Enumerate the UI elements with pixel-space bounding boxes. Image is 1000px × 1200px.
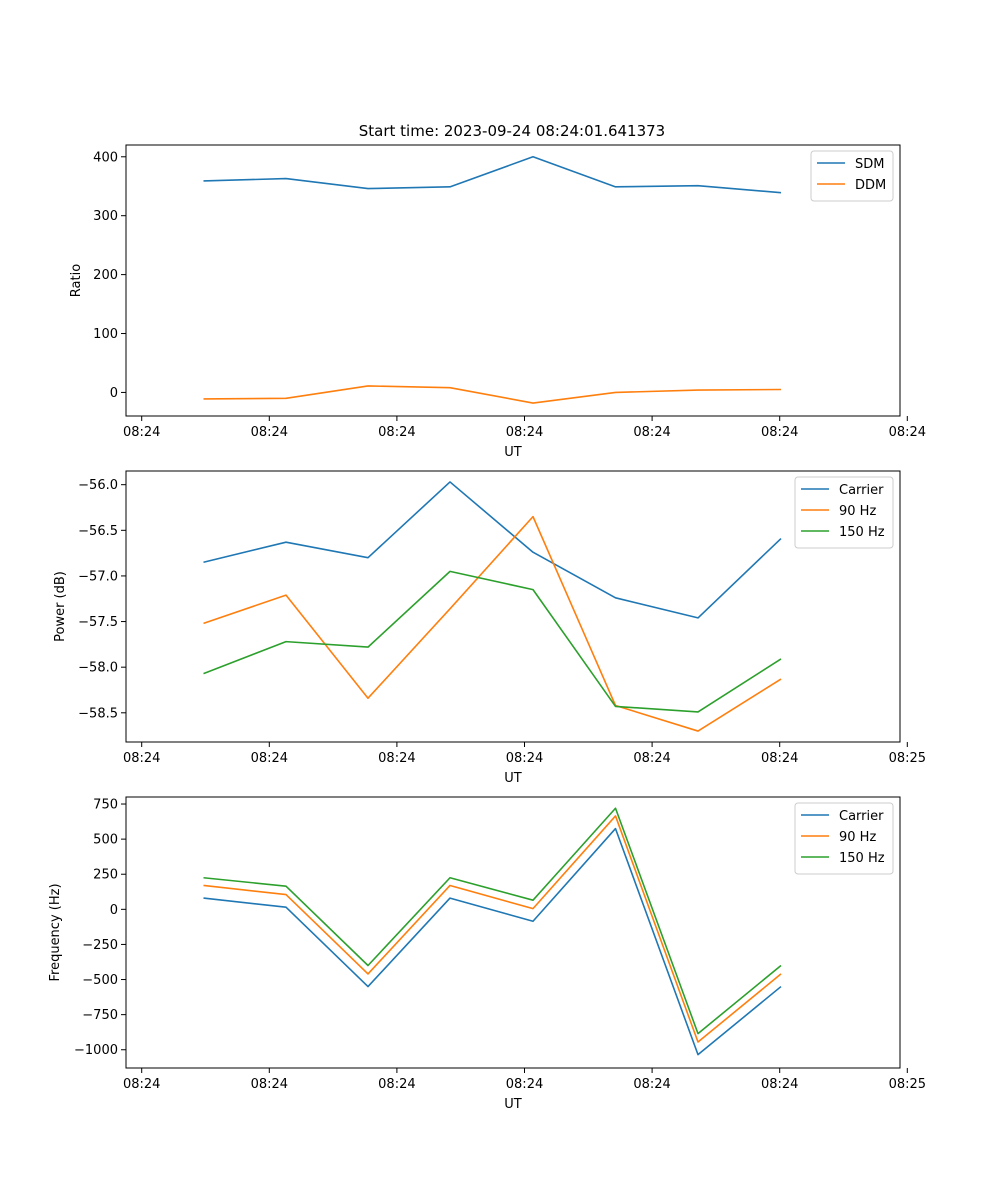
figure-title: Start time: 2023-09-24 08:24:01.641373 — [359, 122, 665, 140]
x-tick-label: 08:24 — [633, 1077, 670, 1092]
x-tick-label: 08:24 — [123, 1077, 160, 1092]
series-line-carrier — [203, 481, 782, 619]
legend-label: SDM — [855, 157, 884, 172]
axes-frame — [125, 470, 901, 743]
x-tick-label: 08:24 — [123, 425, 160, 440]
series-line-90-hz — [203, 815, 782, 1043]
y-tick-label: −57.0 — [78, 569, 118, 584]
series-line-sdm — [203, 155, 782, 194]
x-tick-label: 08:24 — [378, 425, 415, 440]
y-tick-label: 750 — [93, 798, 118, 813]
y-tick-label: 0 — [110, 903, 118, 918]
chart-power: 08:24 08:24 08:24 08:24 08:24 08:24 08:25 −56.0… — [53, 470, 926, 786]
x-tick-label: 08:24 — [761, 425, 798, 440]
chart-frequency: 08:24 08:24 08:24 08:24 08:24 08:24 08:25 750 50… — [48, 796, 926, 1112]
x-tick-label: 08:24 — [378, 1077, 415, 1092]
x-tick-label: 08:24 — [251, 751, 288, 766]
y-tick-label: −58.5 — [78, 706, 118, 721]
y-tick-label: 300 — [93, 209, 118, 224]
y-tick-label: −58.0 — [78, 661, 118, 676]
x-tick-label: 08:24 — [506, 425, 543, 440]
x-tick-label: 08:24 — [633, 425, 670, 440]
y-tick-label: −500 — [82, 973, 118, 988]
y-axis-label: Frequency (Hz) — [48, 883, 63, 981]
legend: Carrier 90 Hz 150 Hz — [794, 476, 894, 549]
series-line-90-hz — [203, 515, 782, 732]
x-tick-label: 08:24 — [889, 425, 926, 440]
legend-label: 150 Hz — [839, 851, 885, 866]
x-tick-label: 08:24 — [633, 751, 670, 766]
legend-label: 90 Hz — [839, 830, 876, 845]
x-tick-label: 08:24 — [123, 751, 160, 766]
x-tick-label: 08:24 — [251, 1077, 288, 1092]
legend-label: DDM — [855, 178, 886, 193]
y-axis-label: Power (dB) — [53, 571, 68, 642]
x-tick-label: 08:24 — [506, 1077, 543, 1092]
chart-ratio: 08:24 08:24 08:24 08:24 08:24 08:24 08:24 0 100 2… — [69, 144, 926, 460]
x-tick-label: 08:24 — [506, 751, 543, 766]
y-tick-label: −750 — [82, 1008, 118, 1023]
legend-label: 90 Hz — [839, 504, 876, 519]
y-axis-label: Ratio — [69, 264, 84, 297]
legend-label: Carrier — [839, 809, 884, 824]
y-tick-label: −56.0 — [78, 478, 118, 493]
x-axis-label: UT — [504, 1097, 522, 1112]
x-tick-label: 08:25 — [889, 1077, 926, 1092]
series-line-150-hz — [203, 807, 782, 1035]
y-tick-label: −1000 — [74, 1043, 118, 1058]
x-tick-label: 08:24 — [378, 751, 415, 766]
y-tick-label: −57.5 — [78, 615, 118, 630]
y-tick-label: 100 — [93, 327, 118, 342]
x-tick-label: 08:24 — [761, 1077, 798, 1092]
series-line-carrier — [203, 827, 782, 1056]
legend-label: Carrier — [839, 483, 884, 498]
y-tick-label: 500 — [93, 833, 118, 848]
y-tick-label: −56.5 — [78, 524, 118, 539]
x-axis-label: UT — [504, 445, 522, 460]
x-tick-label: 08:24 — [761, 751, 798, 766]
y-tick-label: 250 — [93, 868, 118, 883]
x-tick-label: 08:24 — [251, 425, 288, 440]
x-axis-label: UT — [504, 771, 522, 786]
series-line-150-hz — [203, 570, 782, 713]
y-tick-label: −250 — [82, 938, 118, 953]
y-tick-label: 0 — [110, 386, 118, 401]
series-line-ddm — [203, 385, 782, 404]
x-tick-label: 08:25 — [889, 751, 926, 766]
legend-label: 150 Hz — [839, 525, 885, 540]
y-tick-label: 400 — [93, 150, 118, 165]
legend: Carrier 90 Hz 150 Hz — [794, 802, 894, 875]
axes-frame — [125, 796, 901, 1069]
axes-frame — [125, 144, 901, 417]
y-tick-label: 200 — [93, 268, 118, 283]
legend: SDM DDM — [810, 150, 894, 202]
